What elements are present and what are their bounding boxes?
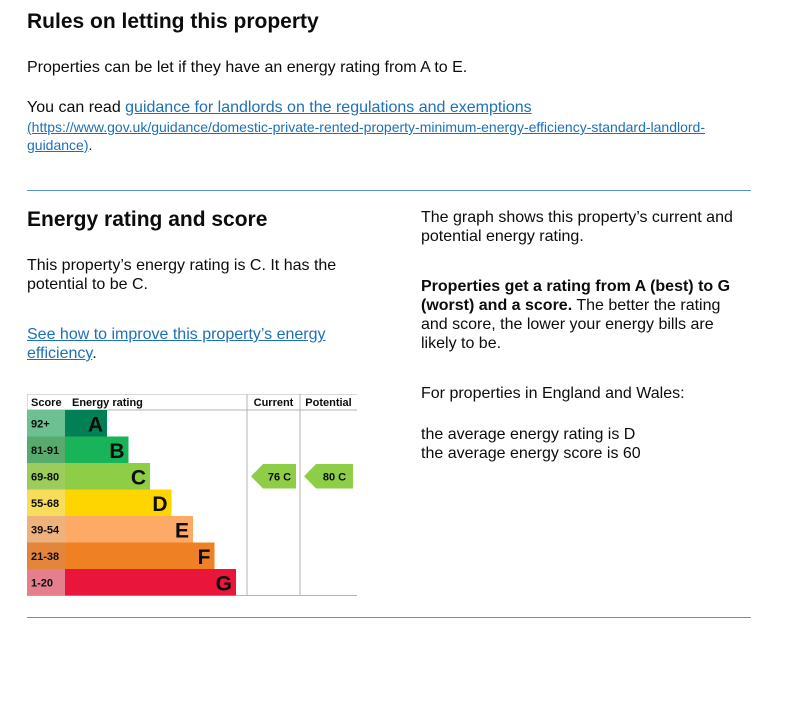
potential-rating-label: 80 C bbox=[323, 471, 346, 483]
score-cell-f bbox=[27, 542, 65, 569]
guidance-prefix: You can read bbox=[27, 99, 126, 116]
rating-letter-a: A bbox=[88, 413, 103, 436]
ratings-bold-line1: Properties get a rating from A (best) to… bbox=[421, 278, 731, 295]
rating-summary: This property’s energy rating is C. It h… bbox=[27, 256, 387, 294]
improve-paragraph: See how to improve this property’s energ… bbox=[27, 325, 387, 363]
letting-rule-text: Properties can be let if they have an en… bbox=[27, 59, 468, 76]
section-divider-bottom bbox=[27, 617, 751, 618]
rules-heading: Rules on letting this property bbox=[27, 10, 319, 33]
score-label-c: 69-80 bbox=[31, 471, 59, 483]
guidance-link[interactable]: guidance for landlords on the regulation… bbox=[125, 99, 532, 116]
score-label-d: 55-68 bbox=[31, 498, 59, 510]
section-divider-top bbox=[27, 190, 751, 191]
regional-intro: For properties in England and Wales: bbox=[421, 385, 685, 402]
improve-efficiency-link[interactable]: See how to improve this property’s energ… bbox=[27, 326, 326, 362]
current-rating-arrow bbox=[251, 464, 296, 489]
score-label-f: 21-38 bbox=[31, 551, 59, 563]
guidance-url-suffix: . bbox=[88, 137, 93, 153]
score-cell-d bbox=[27, 489, 65, 516]
improve-link-line1: See how to improve this property’s energ… bbox=[27, 326, 326, 343]
rating-bar-b bbox=[65, 436, 129, 463]
guidance-url-link[interactable]: (https://www.gov.uk/guidance/domestic-pr… bbox=[27, 119, 705, 153]
score-label-g: 1-20 bbox=[31, 577, 53, 589]
rating-bar-g bbox=[65, 569, 236, 596]
score-cell-a bbox=[27, 410, 65, 437]
rating-letter-c: C bbox=[131, 466, 146, 489]
ratings-explainer: Properties get a rating from A (best) to… bbox=[421, 277, 761, 353]
header-score: Score bbox=[31, 397, 62, 409]
regional-averages: the average energy rating is D the avera… bbox=[421, 425, 761, 463]
ratings-bold-line2: (worst) and a score. bbox=[421, 297, 573, 314]
score-cell-c bbox=[27, 463, 65, 490]
current-rating-label: 76 C bbox=[268, 471, 291, 483]
rating-letter-b: B bbox=[109, 440, 124, 463]
rating-letter-g: G bbox=[216, 572, 232, 595]
score-cell-e bbox=[27, 516, 65, 543]
improve-suffix: . bbox=[92, 345, 97, 362]
energy-heading: Energy rating and score bbox=[27, 208, 268, 231]
graph-description: The graph shows this property’s current … bbox=[421, 208, 761, 246]
header-potential: Potential bbox=[305, 397, 351, 409]
rating-summary-line1: This property’s energy rating is C. It h… bbox=[27, 257, 337, 274]
energy-rating-chart: Score Energy rating Current Potential 92+ A 81… bbox=[26, 393, 359, 603]
improve-link-line2: efficiency bbox=[27, 345, 93, 362]
guidance-url-line1: (https://www.gov.uk/guidance/domestic-pr… bbox=[27, 119, 705, 135]
header-current: Current bbox=[254, 397, 294, 409]
rating-bar-a bbox=[65, 410, 107, 437]
rating-letter-e: E bbox=[175, 519, 189, 542]
rating-summary-line2: potential to be C. bbox=[27, 276, 148, 293]
guidance-paragraph: You can read guidance for landlords on t… bbox=[27, 98, 532, 117]
rating-letter-f: F bbox=[198, 546, 211, 569]
guidance-url-line2: guidance) bbox=[27, 137, 89, 153]
rating-bar-e bbox=[65, 516, 193, 543]
score-cell-g bbox=[27, 569, 65, 596]
header-energy-rating: Energy rating bbox=[72, 397, 143, 409]
rating-bar-c bbox=[65, 463, 150, 490]
rating-bar-f bbox=[65, 542, 215, 569]
guidance-url: (https://www.gov.uk/guidance/domestic-pr… bbox=[27, 118, 767, 154]
ratings-rest-line2: The better the rating bbox=[572, 297, 721, 314]
ratings-rest-line3: and score, the lower your energy bills a… bbox=[421, 316, 714, 333]
graph-desc-line2: potential energy rating. bbox=[421, 228, 584, 245]
score-label-a: 92+ bbox=[31, 418, 50, 430]
average-score: the average energy score is 60 bbox=[421, 445, 641, 462]
average-rating: the average energy rating is D bbox=[421, 426, 636, 443]
score-cell-b bbox=[27, 436, 65, 463]
ratings-rest-line4: likely to be. bbox=[421, 335, 502, 352]
graph-desc-line1: The graph shows this property’s current … bbox=[421, 209, 733, 226]
rating-bar-d bbox=[65, 489, 172, 516]
energy-rating-graph: Score Energy rating Current Potential 92+ A 81… bbox=[26, 393, 357, 596]
potential-rating-arrow bbox=[304, 464, 353, 489]
score-label-e: 39-54 bbox=[31, 524, 60, 536]
score-label-b: 81-91 bbox=[31, 445, 59, 457]
rating-letter-d: D bbox=[152, 493, 167, 516]
